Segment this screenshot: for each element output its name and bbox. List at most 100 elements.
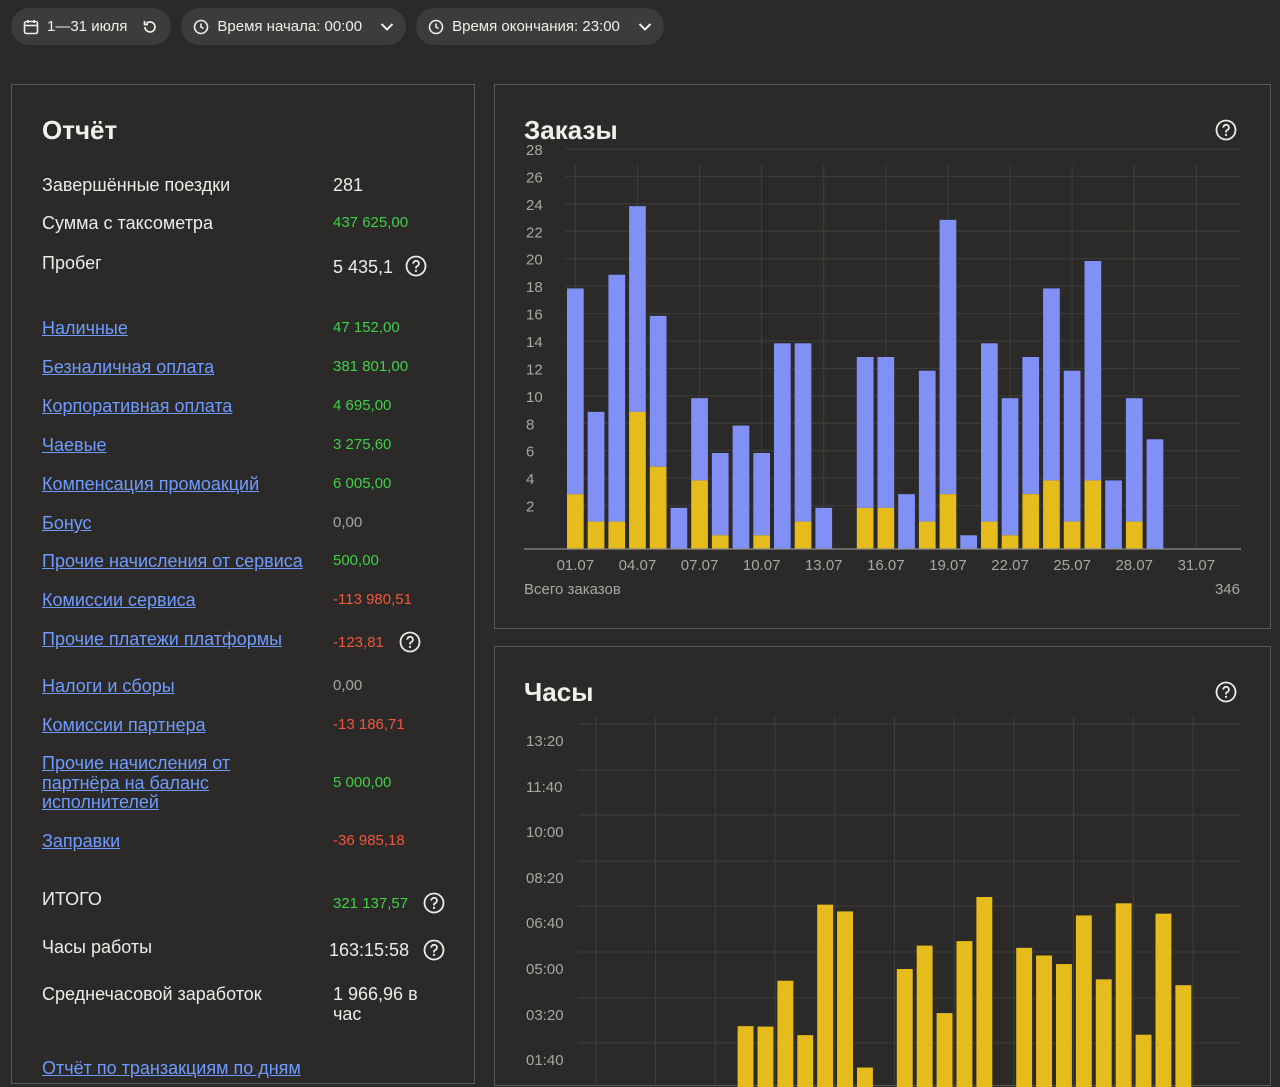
calendar-icon [23,19,39,35]
link-promo-compensation[interactable]: Компенсация промоакций [42,474,259,495]
link-line: Прочие начисления от [42,754,230,774]
link-cashless[interactable]: Безналичная оплата [42,357,214,378]
bar-segment-yellow [691,480,708,549]
link-other-platform-payments[interactable]: Прочие платежи платформы [42,629,282,650]
bar-segment-blue [898,494,915,549]
link-bonus[interactable]: Бонус [42,513,92,534]
start-time-filter[interactable]: Время начала: 00:00 [181,8,406,45]
hours-bar [976,897,992,1087]
bar-segment-yellow [712,535,729,549]
link-transactions-report[interactable]: Отчёт по транзакциям по дням [42,1058,301,1079]
date-range-label: 1—31 июля [47,18,127,35]
bar-segment-yellow [878,508,895,549]
y-tick-label: 10 [526,389,543,406]
link-partner-commissions[interactable]: Комиссии партнера [42,715,206,736]
hours-bar [837,911,853,1087]
bar-segment-yellow [981,522,998,549]
bar-segment-blue [671,508,688,549]
y-tick-label: 06:40 [526,915,564,932]
hours-bar [797,1035,813,1087]
work-hours-label: Часы работы [42,937,152,958]
bar-segment-blue [753,453,770,535]
bar-segment-blue [588,412,605,522]
y-tick-label: 01:40 [526,1052,564,1069]
bar-segment-yellow [919,522,936,549]
taximeter-sum-label: Сумма с таксометра [42,213,213,234]
clock-icon [193,19,209,35]
bar-segment-blue [1002,398,1019,535]
avg-earnings-line: 1 966,96 в [333,984,418,1004]
hours-bar [857,1068,873,1087]
help-icon[interactable] [399,631,421,653]
link-other-service-accruals[interactable]: Прочие начисления от сервиса [42,551,303,572]
hours-bar [957,941,973,1087]
x-tick-label: 01.07 [557,557,595,574]
orders-total-value: 346 [1215,581,1240,598]
reset-icon[interactable] [141,18,159,36]
link-line: партнёра на баланс [42,774,230,794]
filters-bar: 1—31 июля Время начала: 00:00 Время окон… [11,8,664,45]
hours-bar [738,1026,754,1087]
y-tick-label: 11:40 [526,779,562,796]
orders-total-label: Всего заказов [524,581,621,598]
x-tick-label: 13.07 [805,557,843,574]
bar-segment-blue [1022,357,1039,494]
y-tick-label: 22 [526,224,543,241]
link-corporate[interactable]: Корпоративная оплата [42,396,232,417]
y-tick-label: 26 [526,169,543,186]
bar-segment-blue [815,508,832,549]
bar-segment-yellow [650,467,667,549]
avg-earnings-line: час [333,1004,418,1024]
y-tick-label: 14 [526,334,543,351]
y-tick-label: 2 [526,499,534,516]
tips-value: 3 275,60 [333,436,391,453]
bar-segment-blue [774,343,791,549]
hours-bar [1076,915,1092,1087]
x-tick-label: 22.07 [991,557,1029,574]
bar-segment-blue [608,275,625,522]
completed-trips-value: 281 [333,175,363,196]
completed-trips-label: Завершённые поездки [42,175,230,196]
y-tick-label: 18 [526,279,543,296]
bar-segment-yellow [795,522,812,549]
hours-bar [1016,948,1032,1087]
bar-segment-yellow [1022,494,1039,549]
bar-segment-blue [960,535,977,549]
help-icon[interactable] [405,255,427,277]
link-service-commissions[interactable]: Комиссии сервиса [42,590,196,611]
link-cash[interactable]: Наличные [42,318,128,339]
bar-segment-blue [567,288,584,494]
link-taxes[interactable]: Налоги и сборы [42,676,175,697]
y-tick-label: 10:00 [526,824,564,841]
link-partner-accruals[interactable]: Прочие начисления от партнёра на баланс … [42,754,230,813]
bar-segment-blue [629,206,646,412]
y-tick-label: 16 [526,307,543,324]
link-tips[interactable]: Чаевые [42,435,107,456]
link-line: исполнителей [42,793,230,813]
total-value: 321 137,57 [333,895,408,912]
bar-segment-yellow [1126,522,1143,549]
end-time-filter[interactable]: Время окончания: 23:00 [416,8,664,45]
x-tick-label: 25.07 [1053,557,1091,574]
link-refueling[interactable]: Заправки [42,831,120,852]
x-tick-label: 10.07 [743,557,781,574]
bar-segment-yellow [588,522,605,549]
help-icon[interactable] [423,892,445,914]
bar-segment-yellow [753,535,770,549]
help-icon[interactable] [423,939,445,961]
corporate-value: 4 695,00 [333,397,391,414]
bar-segment-blue [691,398,708,480]
report-title: Отчёт [42,115,117,146]
y-tick-label: 4 [526,471,534,488]
bar-segment-blue [878,357,895,508]
hours-bar [758,1027,774,1087]
bar-segment-yellow [1043,480,1060,549]
date-range-filter[interactable]: 1—31 июля [11,8,171,45]
bar-segment-blue [1126,398,1143,521]
y-tick-label: 13:20 [526,733,564,750]
x-tick-label: 28.07 [1115,557,1153,574]
